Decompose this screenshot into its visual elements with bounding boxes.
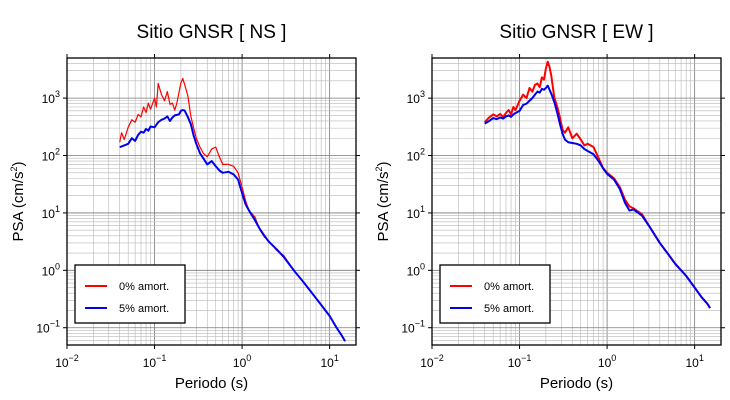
- y-tick-label: 103: [407, 89, 425, 106]
- x-tick-label: 101: [685, 353, 703, 370]
- y-tick-label: 10−1: [401, 319, 425, 336]
- legend-box: [439, 264, 551, 324]
- y-tick-label: 101: [407, 204, 425, 221]
- series-line-damping-5: [484, 84, 711, 309]
- legend-label: 0% amort.: [119, 281, 169, 293]
- y-tick-label: 102: [407, 147, 425, 164]
- y-tick-label: 100: [407, 261, 425, 278]
- chart-title: Sitio GNSR [ NS ]: [137, 22, 287, 43]
- gridlines: [66, 57, 357, 346]
- legend-label: 5% amort.: [119, 303, 169, 315]
- x-tick-label: 10−1: [508, 353, 532, 370]
- chart-title: Sitio GNSR [ EW ]: [499, 22, 653, 43]
- y-axis-label: PSA (cm/s2): [9, 161, 27, 241]
- x-tick-label: 10−2: [55, 353, 79, 370]
- x-tick-label: 100: [598, 353, 616, 370]
- plot-frame: [431, 57, 722, 346]
- x-tick-label: 10−2: [420, 353, 444, 370]
- y-tick-label: 103: [42, 89, 60, 106]
- y-tick-label: 101: [42, 204, 60, 221]
- plot-frame: [66, 57, 357, 346]
- y-tick-label: 10−1: [36, 319, 60, 336]
- legend-label: 5% amort.: [484, 303, 534, 315]
- x-tick-label: 100: [233, 353, 251, 370]
- chart-panel-1: 10−2 10−1 100 101 10−1 100 101 102 103 Sitio GNSR…: [9, 22, 360, 392]
- x-axis-label: Periodo (s): [540, 375, 613, 392]
- x-tick-label: 10−1: [143, 353, 167, 370]
- chart-panel-2: 10−2 10−1 100 101 10−1 100 101 102 103 Sitio GNSR…: [374, 22, 725, 392]
- series-line-damping-5: [119, 109, 346, 342]
- legend: 0% amort. 5% amort.: [74, 264, 186, 324]
- series-line-damping-0: [483, 60, 711, 309]
- x-tick-label: 101: [320, 353, 338, 370]
- x-axis-label: Periodo (s): [175, 375, 248, 392]
- y-tick-label: 102: [42, 147, 60, 164]
- legend-box: [74, 264, 186, 324]
- legend: 0% amort. 5% amort.: [439, 264, 551, 324]
- y-axis-label: PSA (cm/s2): [374, 161, 392, 241]
- y-tick-label: 100: [42, 261, 60, 278]
- legend-label: 0% amort.: [484, 281, 534, 293]
